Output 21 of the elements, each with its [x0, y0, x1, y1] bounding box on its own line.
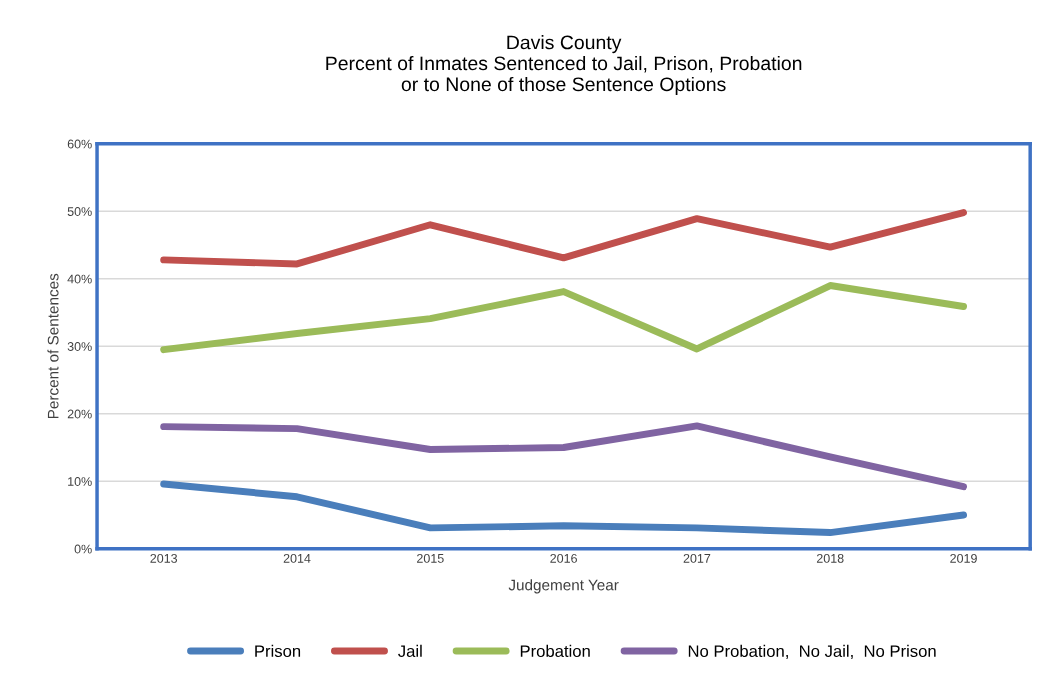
y-tick-label: 50%: [67, 207, 92, 216]
legend-label: No Probation, No Jail, No Prison: [688, 644, 936, 659]
x-axis-title: Judgement Year: [508, 579, 619, 594]
x-tick-label: 2019: [950, 553, 977, 563]
y-tick-label: 10%: [68, 477, 92, 486]
y-tick-label: 20%: [67, 409, 92, 419]
legend-label: Probation: [520, 644, 590, 658]
y-axis-title: Percent of Sentences: [47, 273, 59, 419]
legend-label: Jail: [398, 644, 422, 658]
x-tick-label: 2014: [283, 553, 311, 563]
y-tick-label: 60%: [67, 139, 92, 149]
y-tick-label: 0%: [74, 544, 92, 554]
chart-title: Davis County Percent of Inmates Sentenced to Jail, Prison, Probation or to None of those Sentence Options: [326, 35, 802, 96]
x-tick-label: 2015: [417, 553, 444, 563]
x-tick-label: 2016: [550, 553, 577, 563]
y-tick-label: 30%: [67, 342, 92, 351]
x-tick-label: 2017: [683, 553, 711, 563]
x-tick-label: 2018: [816, 553, 844, 563]
legend-label: Prison: [255, 644, 301, 658]
y-tick-label: 40%: [67, 274, 92, 284]
x-tick-label: 2013: [150, 553, 178, 563]
